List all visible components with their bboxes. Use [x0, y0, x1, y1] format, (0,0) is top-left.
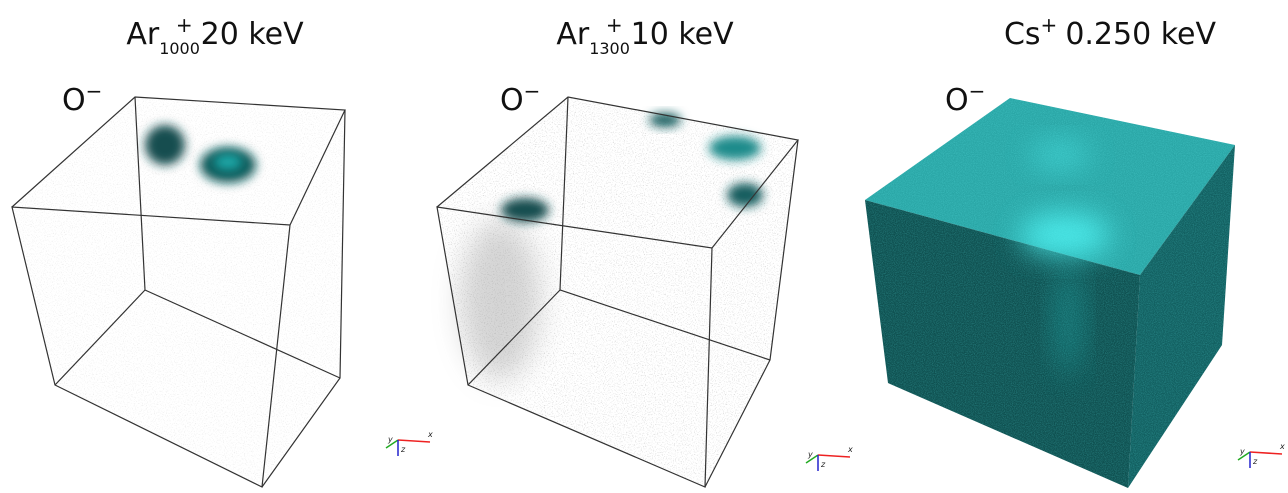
panel: Ar1000 +20 keV O− — [12, 13, 345, 487]
species-name: O — [500, 83, 524, 118]
energy: 10 keV — [631, 17, 734, 52]
ion: Cs — [1004, 17, 1041, 52]
species-charge: − — [524, 79, 541, 103]
ion: Ar — [556, 17, 590, 52]
blob — [145, 125, 185, 165]
bright-spot — [1030, 140, 1090, 170]
ion-charge: + — [176, 13, 193, 37]
panel-title: Ar1000 +20 keV — [126, 13, 304, 58]
x-axis-label: x — [1279, 442, 1285, 451]
ion-charge: + — [606, 13, 623, 37]
species: O− — [62, 79, 102, 118]
energy: 20 keV — [201, 17, 304, 52]
x-axis-label: x — [427, 430, 433, 439]
blob — [214, 154, 242, 170]
z-axis-label: z — [820, 460, 826, 469]
species: O− — [500, 79, 540, 118]
ion-subscript: 1000 — [159, 39, 200, 58]
species: O− — [945, 79, 985, 118]
panel: Ar1300 +10 keV O− — [437, 13, 798, 487]
ion-charge: + — [1041, 13, 1058, 37]
panel: Cs+0.250 keV O− — [865, 13, 1235, 488]
species-charge: − — [969, 79, 986, 103]
page: Ar1000+20 keV O− Ar1300+10 keV O− Cs+0 — [0, 0, 1288, 493]
blob — [501, 198, 549, 222]
species-name: O — [945, 83, 969, 118]
plume — [1054, 265, 1082, 375]
y-axis-label: y — [807, 450, 813, 459]
species-charge: − — [86, 79, 103, 103]
y-axis-label: y — [387, 435, 393, 444]
species-name: O — [62, 83, 86, 118]
ion: Ar — [126, 17, 160, 52]
x-axis-arrow — [1250, 452, 1282, 454]
energy: 0.250 keV — [1065, 17, 1216, 52]
ion-subscript: 1300 — [589, 39, 630, 58]
panel-title: Cs+0.250 keV — [1004, 13, 1217, 52]
z-axis-label: z — [400, 445, 406, 454]
panel-title: Ar1300 +10 keV — [556, 13, 734, 58]
blob — [709, 136, 761, 160]
x-axis-arrow — [818, 455, 850, 457]
blob — [727, 183, 763, 207]
bright-spot — [1020, 213, 1110, 257]
figure: Ar1000+20 keV O− Ar1300+10 keV O− Cs+0 — [0, 0, 1288, 493]
haze — [460, 220, 540, 380]
y-axis-label: y — [1239, 447, 1245, 456]
x-axis-label: x — [847, 445, 853, 454]
x-axis-arrow — [398, 440, 430, 442]
z-axis-label: z — [1252, 457, 1258, 466]
